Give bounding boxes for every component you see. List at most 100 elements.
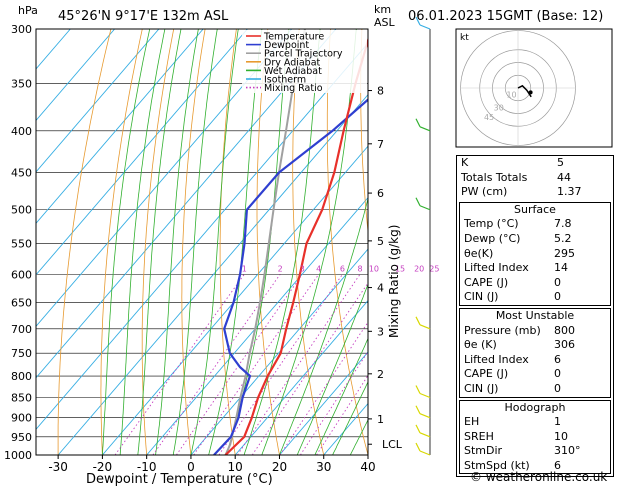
pressure-tick-label: 900 <box>11 412 32 425</box>
x-tick-label: 20 <box>272 460 287 474</box>
hodograph-unit-label: kt <box>460 33 469 43</box>
legend-label: Dry Adiabat <box>264 57 321 68</box>
legend-box <box>242 30 367 93</box>
wind-barb-flag <box>415 385 421 394</box>
wet-adiabat-line <box>102 29 151 455</box>
pressure-tick-label: 850 <box>11 391 32 404</box>
dry-adiabat-line <box>393 29 456 455</box>
km-tick-label: 6 <box>377 187 384 200</box>
pressure-tick-label: 750 <box>11 347 32 360</box>
hodograph-ring-label: 10 <box>506 90 516 99</box>
dry-adiabat-line <box>181 29 206 455</box>
axes: 1 2 3 4 6 8 10 15 20 2530035040045050055060065070… <box>4 23 439 474</box>
wind-barb <box>419 126 431 132</box>
wind-barb-flag <box>415 118 421 128</box>
profile-series <box>213 29 368 455</box>
asl-unit-label: ASL <box>374 16 396 29</box>
mixing-ratio-line <box>176 274 303 455</box>
pressure-tick-label: 700 <box>11 323 32 336</box>
most-unstable-section: Most Unstable Pressure (mb) 800 θe (K) 306… <box>459 307 611 398</box>
surface-row: Temp (°C) 7.8 <box>464 217 572 231</box>
mixing-ratio-label: 25 <box>429 264 439 273</box>
wind-barb <box>419 392 431 399</box>
pressure-tick-label: 300 <box>11 23 32 36</box>
wind-barb <box>419 24 431 30</box>
wet-adiabat-line <box>279 196 368 455</box>
pressure-tick-label: 550 <box>11 237 32 250</box>
surface-row: Dewp (°C) 5.2 <box>464 231 572 245</box>
isotherm-line <box>146 196 368 455</box>
km-tick-label: 5 <box>377 235 384 248</box>
mixing-ratio-line <box>152 274 281 455</box>
isotherm-line <box>36 29 115 122</box>
x-tick-label: 30 <box>316 460 331 474</box>
mu-row: CAPE (J) 0 <box>464 367 561 381</box>
most-unstable-title: Most Unstable <box>495 308 575 322</box>
mixing-ratio-line <box>279 321 368 455</box>
wind-barb <box>419 450 431 456</box>
wind-barb-flag <box>415 197 421 207</box>
legend-label: Parcel Trajectory <box>264 49 343 60</box>
wet-adiabat-line <box>296 283 368 455</box>
wind-barb-flag <box>415 16 421 26</box>
km-tick-label: 4 <box>377 282 384 295</box>
dry-adiabat-line <box>141 29 175 455</box>
mu-row: θe (K) 306 <box>464 338 575 352</box>
km-tick-label: 1 <box>377 413 384 426</box>
wet-adiabat-line <box>243 29 321 455</box>
pressure-tick-label: 600 <box>11 268 32 281</box>
mu-row: Lifted Index 6 <box>464 352 561 366</box>
km-tick-label: 8 <box>377 85 384 98</box>
pressure-tick-label: 650 <box>11 297 32 310</box>
wind-barb-flag <box>415 424 421 434</box>
wet-adiabat-line <box>119 29 166 455</box>
isotherm-line <box>190 248 368 455</box>
isotherm-line <box>36 29 160 173</box>
hodograph-title: Hodograph <box>504 400 566 414</box>
storm-motion-marker <box>528 90 533 95</box>
surface-section: Surface Temp (°C) 7.8 Dewp (°C) 5.2 θe(K) 2… <box>459 201 611 306</box>
mixing-ratio-label: 3 <box>300 264 305 273</box>
wet-adiabat-line <box>314 337 368 455</box>
series-parcel-trajectory <box>224 29 306 455</box>
mixing-ratio-label: 1 <box>242 264 247 273</box>
x-tick-label: -20 <box>93 460 113 474</box>
mixing-ratio-label: 8 <box>357 264 362 273</box>
pressure-tick-label: 400 <box>11 125 32 138</box>
dry-adiabat-line <box>360 29 368 236</box>
dry-adiabat-line <box>326 29 368 455</box>
x-tick-label: 0 <box>187 460 195 474</box>
location-title: 45°26'N 9°17'E 132m ASL <box>58 9 229 24</box>
wet-adiabat-line <box>332 380 368 455</box>
wet-adiabat-line <box>155 29 199 455</box>
plot-frame <box>35 28 369 456</box>
mixing-ratio-line <box>237 274 361 455</box>
wind-barb <box>419 324 431 330</box>
hodo-row: StmDir 310° <box>464 444 581 458</box>
isotherm-line <box>279 351 368 455</box>
surface-row: CAPE (J) 0 <box>464 275 561 289</box>
x-axis-label: Dewpoint / Temperature (°C) <box>86 472 273 486</box>
mixing-ratio-axis-label: Mixing Ratio (g/kg) <box>387 225 401 338</box>
hodo-row: SREH 10 <box>464 429 568 443</box>
datetime-title: 06.01.2023 15GMT (Base: 12) <box>408 9 603 24</box>
wet-adiabat-line <box>190 29 239 455</box>
pressure-tick-label: 1000 <box>4 449 32 462</box>
hodo-row: EH 1 <box>464 415 561 429</box>
wet-adiabat-line <box>137 29 182 455</box>
surface-row: CIN (J) 0 <box>464 290 561 304</box>
mu-row: CIN (J) 0 <box>464 381 561 395</box>
legend-label: Wet Adiabat <box>264 66 322 77</box>
hodograph-section: Hodograph EH 1 SREH 10 StmDir 310° StmSpd (… <box>459 399 611 475</box>
mixing-ratio-line <box>251 282 368 455</box>
isotherm-line <box>57 93 368 455</box>
x-tick-label: -10 <box>137 460 157 474</box>
index-row-pw: PW (cm) 1.37 <box>461 185 582 199</box>
pressure-tick-label: 950 <box>11 431 32 444</box>
legend-label: Mixing Ratio <box>264 83 323 94</box>
dry-adiabat-line <box>100 29 143 455</box>
pressure-tick-label: 450 <box>11 166 32 179</box>
x-tick-label: 10 <box>228 460 243 474</box>
